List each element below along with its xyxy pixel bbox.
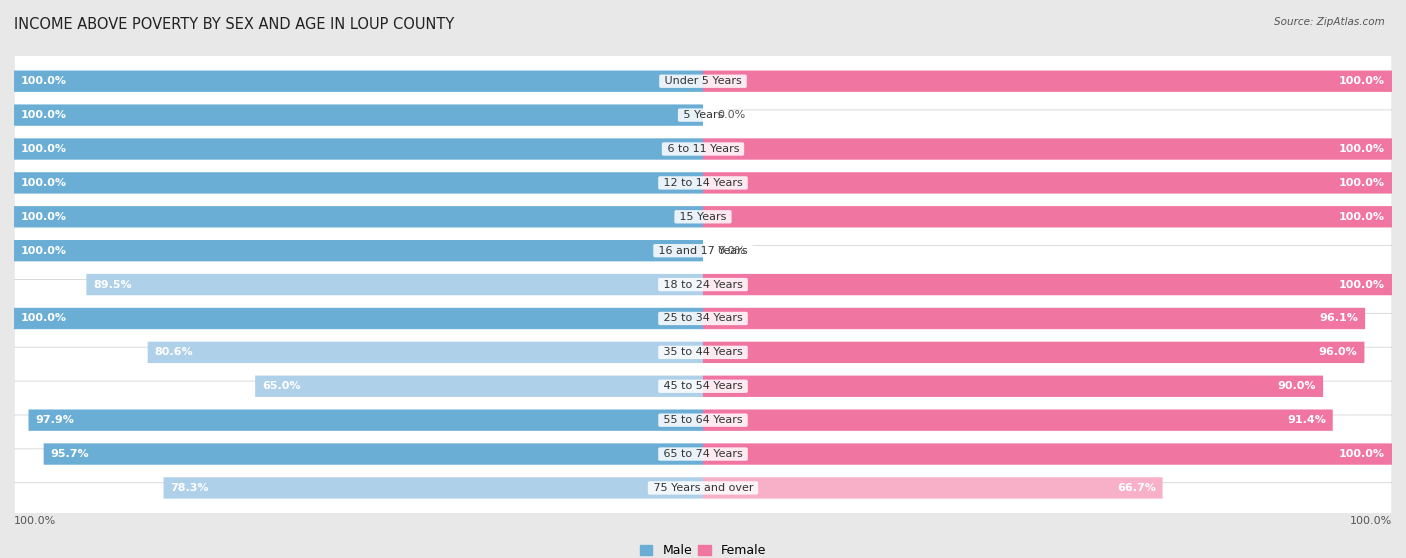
Text: 15 Years: 15 Years xyxy=(676,212,730,222)
Text: INCOME ABOVE POVERTY BY SEX AND AGE IN LOUP COUNTY: INCOME ABOVE POVERTY BY SEX AND AGE IN L… xyxy=(14,17,454,32)
Text: 66.7%: 66.7% xyxy=(1116,483,1156,493)
Text: 100.0%: 100.0% xyxy=(21,212,67,222)
Text: 100.0%: 100.0% xyxy=(1339,212,1385,222)
Text: 100.0%: 100.0% xyxy=(1339,449,1385,459)
Text: 100.0%: 100.0% xyxy=(1339,76,1385,86)
Text: 16 and 17 Years: 16 and 17 Years xyxy=(655,246,751,256)
Text: 65.0%: 65.0% xyxy=(262,381,301,391)
FancyBboxPatch shape xyxy=(14,222,1392,280)
Text: 100.0%: 100.0% xyxy=(1350,516,1392,526)
FancyBboxPatch shape xyxy=(14,392,1392,449)
Text: 25 to 34 Years: 25 to 34 Years xyxy=(659,314,747,324)
Text: 65 to 74 Years: 65 to 74 Years xyxy=(659,449,747,459)
Text: 12 to 14 Years: 12 to 14 Years xyxy=(659,178,747,188)
FancyBboxPatch shape xyxy=(14,52,1392,110)
FancyBboxPatch shape xyxy=(703,70,1392,92)
FancyBboxPatch shape xyxy=(14,121,1392,177)
Text: 45 to 54 Years: 45 to 54 Years xyxy=(659,381,747,391)
FancyBboxPatch shape xyxy=(703,206,1392,228)
FancyBboxPatch shape xyxy=(14,86,1392,144)
Text: 18 to 24 Years: 18 to 24 Years xyxy=(659,280,747,290)
Text: 100.0%: 100.0% xyxy=(21,76,67,86)
FancyBboxPatch shape xyxy=(703,308,1365,329)
FancyBboxPatch shape xyxy=(14,206,703,228)
FancyBboxPatch shape xyxy=(14,104,703,126)
FancyBboxPatch shape xyxy=(703,410,1333,431)
Text: 100.0%: 100.0% xyxy=(21,110,67,120)
Text: Source: ZipAtlas.com: Source: ZipAtlas.com xyxy=(1274,17,1385,27)
FancyBboxPatch shape xyxy=(44,444,703,465)
FancyBboxPatch shape xyxy=(14,172,703,194)
Text: 96.1%: 96.1% xyxy=(1319,314,1358,324)
FancyBboxPatch shape xyxy=(703,172,1392,194)
Text: 5 Years: 5 Years xyxy=(679,110,727,120)
FancyBboxPatch shape xyxy=(28,410,703,431)
FancyBboxPatch shape xyxy=(703,477,1163,499)
FancyBboxPatch shape xyxy=(703,274,1392,295)
FancyBboxPatch shape xyxy=(14,425,1392,483)
Text: 78.3%: 78.3% xyxy=(170,483,209,493)
FancyBboxPatch shape xyxy=(14,324,1392,381)
Text: 0.0%: 0.0% xyxy=(717,110,745,120)
Text: 100.0%: 100.0% xyxy=(21,178,67,188)
FancyBboxPatch shape xyxy=(14,154,1392,211)
Text: 91.4%: 91.4% xyxy=(1286,415,1326,425)
Text: 89.5%: 89.5% xyxy=(93,280,132,290)
FancyBboxPatch shape xyxy=(14,256,1392,313)
Text: 6 to 11 Years: 6 to 11 Years xyxy=(664,144,742,154)
Text: 100.0%: 100.0% xyxy=(1339,178,1385,188)
Text: 96.0%: 96.0% xyxy=(1319,348,1358,357)
Legend: Male, Female: Male, Female xyxy=(640,545,766,557)
Text: 35 to 44 Years: 35 to 44 Years xyxy=(659,348,747,357)
FancyBboxPatch shape xyxy=(703,376,1323,397)
FancyBboxPatch shape xyxy=(14,308,703,329)
FancyBboxPatch shape xyxy=(14,290,1392,347)
Text: 0.0%: 0.0% xyxy=(717,246,745,256)
FancyBboxPatch shape xyxy=(254,376,703,397)
Text: 100.0%: 100.0% xyxy=(1339,144,1385,154)
FancyBboxPatch shape xyxy=(703,341,1364,363)
FancyBboxPatch shape xyxy=(14,138,703,160)
FancyBboxPatch shape xyxy=(163,477,703,499)
FancyBboxPatch shape xyxy=(14,188,1392,246)
FancyBboxPatch shape xyxy=(14,240,703,261)
Text: 100.0%: 100.0% xyxy=(21,246,67,256)
Text: 95.7%: 95.7% xyxy=(51,449,89,459)
FancyBboxPatch shape xyxy=(14,358,1392,415)
FancyBboxPatch shape xyxy=(148,341,703,363)
Text: 97.9%: 97.9% xyxy=(35,415,75,425)
Text: 100.0%: 100.0% xyxy=(14,516,56,526)
Text: 90.0%: 90.0% xyxy=(1278,381,1316,391)
Text: 80.6%: 80.6% xyxy=(155,348,193,357)
FancyBboxPatch shape xyxy=(14,70,703,92)
Text: 75 Years and over: 75 Years and over xyxy=(650,483,756,493)
FancyBboxPatch shape xyxy=(703,138,1392,160)
FancyBboxPatch shape xyxy=(703,444,1392,465)
Text: 100.0%: 100.0% xyxy=(21,314,67,324)
Text: 100.0%: 100.0% xyxy=(1339,280,1385,290)
Text: Under 5 Years: Under 5 Years xyxy=(661,76,745,86)
Text: 100.0%: 100.0% xyxy=(21,144,67,154)
Text: 55 to 64 Years: 55 to 64 Years xyxy=(659,415,747,425)
FancyBboxPatch shape xyxy=(14,459,1392,517)
FancyBboxPatch shape xyxy=(86,274,703,295)
